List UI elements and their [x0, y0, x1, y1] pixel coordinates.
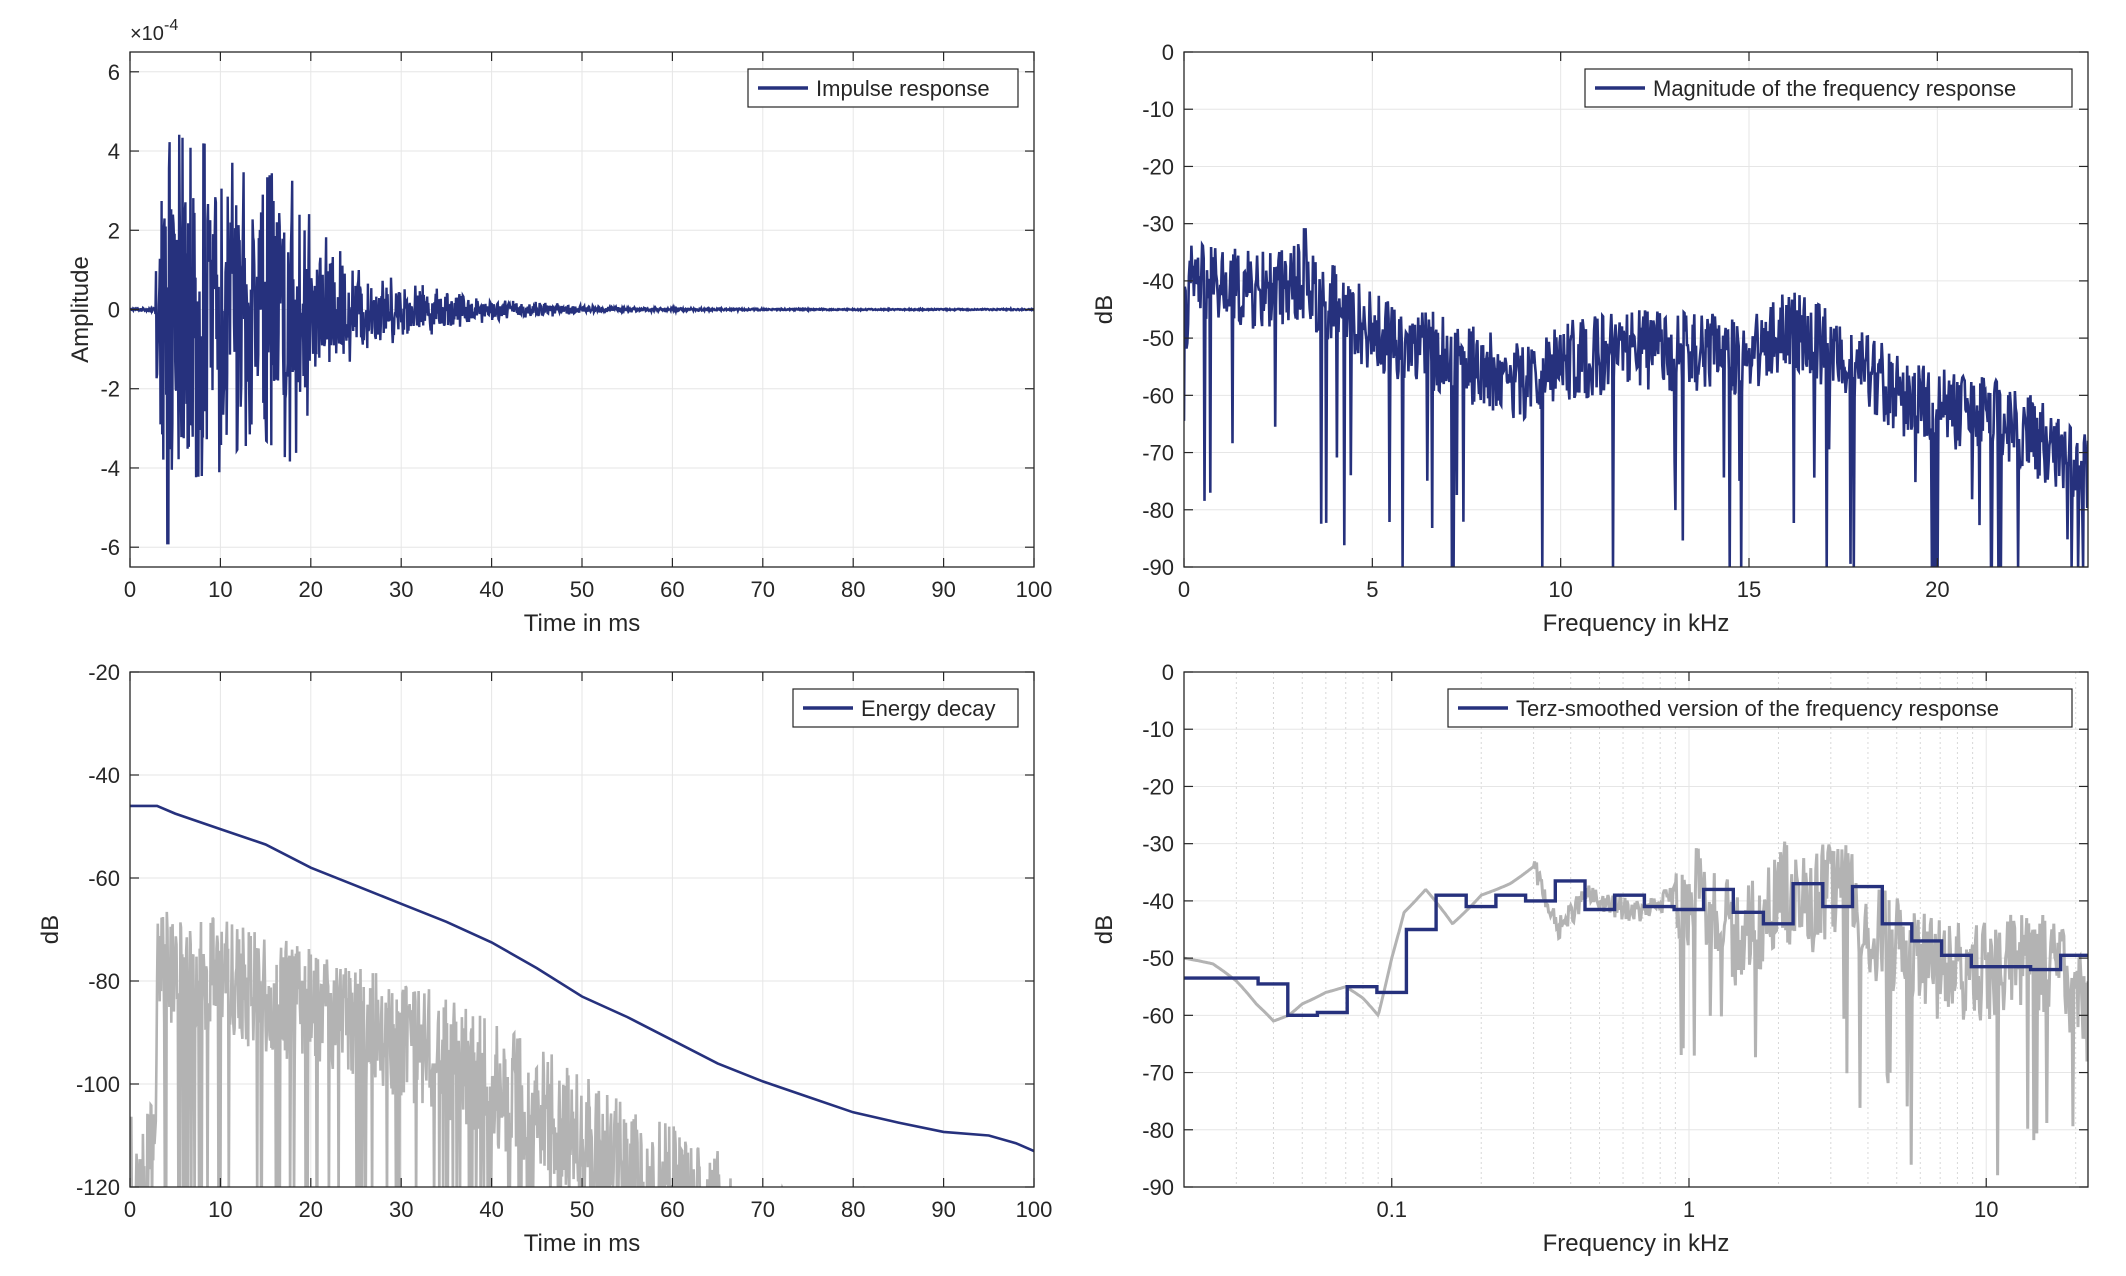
- x-tick-label: 0: [124, 577, 136, 602]
- y-tick-label: -70: [1142, 441, 1174, 466]
- x-tick-label: 1: [1683, 1197, 1695, 1222]
- y-tick-label: 4: [108, 139, 120, 164]
- y-tick-label: -20: [1142, 154, 1174, 179]
- y-tick-label: -40: [1142, 269, 1174, 294]
- x-tick-label: 10: [208, 577, 232, 602]
- legend-box: [1584, 68, 2073, 108]
- energy-decay-panel: 0 10 20 30 40 50 60 70 80 90 100 -20 -40 -60 -80 -100 -1…: [37, 660, 1053, 1257]
- x-tick-label: 70: [751, 1197, 775, 1222]
- y-tick-label: -60: [1142, 383, 1174, 408]
- x-tick-label: 0: [124, 1197, 136, 1222]
- x-tick-label: 20: [299, 1197, 323, 1222]
- exponent-base: ×10: [130, 23, 164, 45]
- x-tick-label: 0.1: [1376, 1197, 1407, 1222]
- x-tick-label: 90: [931, 1197, 955, 1222]
- x-tick-label: 10: [208, 1197, 232, 1222]
- y-tick-label: 6: [108, 60, 120, 85]
- y-tick-label: 0: [1162, 660, 1174, 685]
- x-tick-label: 50: [570, 577, 594, 602]
- x-tick-label: 30: [389, 577, 413, 602]
- x-tick-label: 40: [479, 1197, 503, 1222]
- plot-area: [130, 804, 1034, 1187]
- impulse-response-line: [130, 134, 1034, 545]
- y-tick-label: -10: [1142, 717, 1174, 742]
- y-tick-label: -90: [1142, 1175, 1174, 1200]
- plot-area: [1184, 228, 2088, 567]
- y-tick-label: -120: [76, 1175, 120, 1200]
- y-tick-label: 0: [108, 298, 120, 323]
- y-axis-label: dB: [1091, 295, 1118, 324]
- x-tick-label: 15: [1737, 577, 1761, 602]
- energy-decay-line: [130, 804, 1034, 1153]
- y-tick-label: -70: [1142, 1061, 1174, 1086]
- x-axis-label: Frequency in kHz: [1543, 1230, 1730, 1257]
- x-tick-label: 90: [931, 577, 955, 602]
- y-tick-label: -6: [100, 535, 120, 560]
- x-tick-label: 10: [1548, 577, 1572, 602]
- legend-label: Energy decay: [861, 696, 996, 721]
- y-tick-label: -40: [88, 763, 120, 788]
- y-tick-label: 0: [1162, 40, 1174, 65]
- x-tick-label: 40: [479, 577, 503, 602]
- x-tick-label: 20: [299, 577, 323, 602]
- axes-box: [1183, 671, 2089, 1188]
- legend-label: Magnitude of the frequency response: [1653, 76, 2016, 101]
- x-tick-label: 50: [570, 1197, 594, 1222]
- x-tick-label: 80: [841, 1197, 865, 1222]
- plot-area: [130, 134, 1034, 545]
- x-tick-label: 10: [1974, 1197, 1998, 1222]
- y-tick-label: -50: [1142, 326, 1174, 351]
- x-tick-label: 70: [751, 577, 775, 602]
- y-tick-label: -4: [100, 456, 120, 481]
- y-tick-label: -90: [1142, 555, 1174, 580]
- x-axis-label: Time in ms: [524, 610, 640, 637]
- x-tick-label: 80: [841, 577, 865, 602]
- x-axis-label: Frequency in kHz: [1543, 610, 1730, 637]
- y-tick-label: -80: [88, 969, 120, 994]
- y-axis-label: dB: [1091, 915, 1118, 944]
- y-tick-label: -60: [1142, 1003, 1174, 1028]
- x-tick-label: 100: [1016, 1197, 1053, 1222]
- x-tick-label: 20: [1925, 577, 1949, 602]
- impulse-response-panel: 0 10 20 30 40 50 60 70 80 90 100 -6 -4 -2 0 2 4 6 Time in …: [67, 17, 1052, 637]
- x-tick-label: 5: [1366, 577, 1378, 602]
- magnitude-line: [1184, 228, 2088, 567]
- exponent-power: -4: [164, 17, 178, 34]
- y-axis-label: dB: [37, 915, 64, 944]
- y-tick-label: -10: [1142, 97, 1174, 122]
- y-tick-label: 2: [108, 218, 120, 243]
- y-tick-label: -60: [88, 866, 120, 891]
- axes-box: [1183, 51, 2089, 568]
- x-tick-label: 60: [660, 577, 684, 602]
- y-tick-label: -50: [1142, 946, 1174, 971]
- legend-label: Impulse response: [816, 76, 990, 101]
- terz-smoothed-panel: 0.1 1 10 0 -10 -20 -30 -40 -50 -60 -70 -80 -90 Freque…: [1091, 660, 2089, 1257]
- x-tick-label: 60: [660, 1197, 684, 1222]
- x-tick-label: 100: [1016, 577, 1053, 602]
- x-tick-label: 0: [1178, 577, 1190, 602]
- y-tick-label: -80: [1142, 498, 1174, 523]
- y-tick-label: -20: [1142, 774, 1174, 799]
- y-tick-label: -100: [76, 1072, 120, 1097]
- terz-smoothed-line: [1184, 879, 2088, 1017]
- y-tick-label: -30: [1142, 832, 1174, 857]
- y-axis-label: Amplitude: [67, 256, 94, 363]
- y-tick-label: -80: [1142, 1118, 1174, 1143]
- plot-area: [1184, 841, 2088, 1176]
- y-tick-label: -20: [88, 660, 120, 685]
- legend-label: Terz-smoothed version of the frequency r…: [1516, 696, 1999, 721]
- legend-box: [1447, 688, 2073, 728]
- x-tick-label: 30: [389, 1197, 413, 1222]
- y-tick-label: -40: [1142, 889, 1174, 914]
- y-tick-label: -2: [100, 377, 120, 402]
- x-axis-label: Time in ms: [524, 1230, 640, 1257]
- terz-raw-gray-line: [1184, 841, 2088, 1176]
- y-tick-label: -30: [1142, 212, 1174, 237]
- energy-instant-gray-line: [130, 911, 865, 1187]
- magnitude-panel: 0 5 10 15 20 0 -10 -20 -30 -40 -50 -60 -70 -80 -90 Freq…: [1091, 40, 2089, 637]
